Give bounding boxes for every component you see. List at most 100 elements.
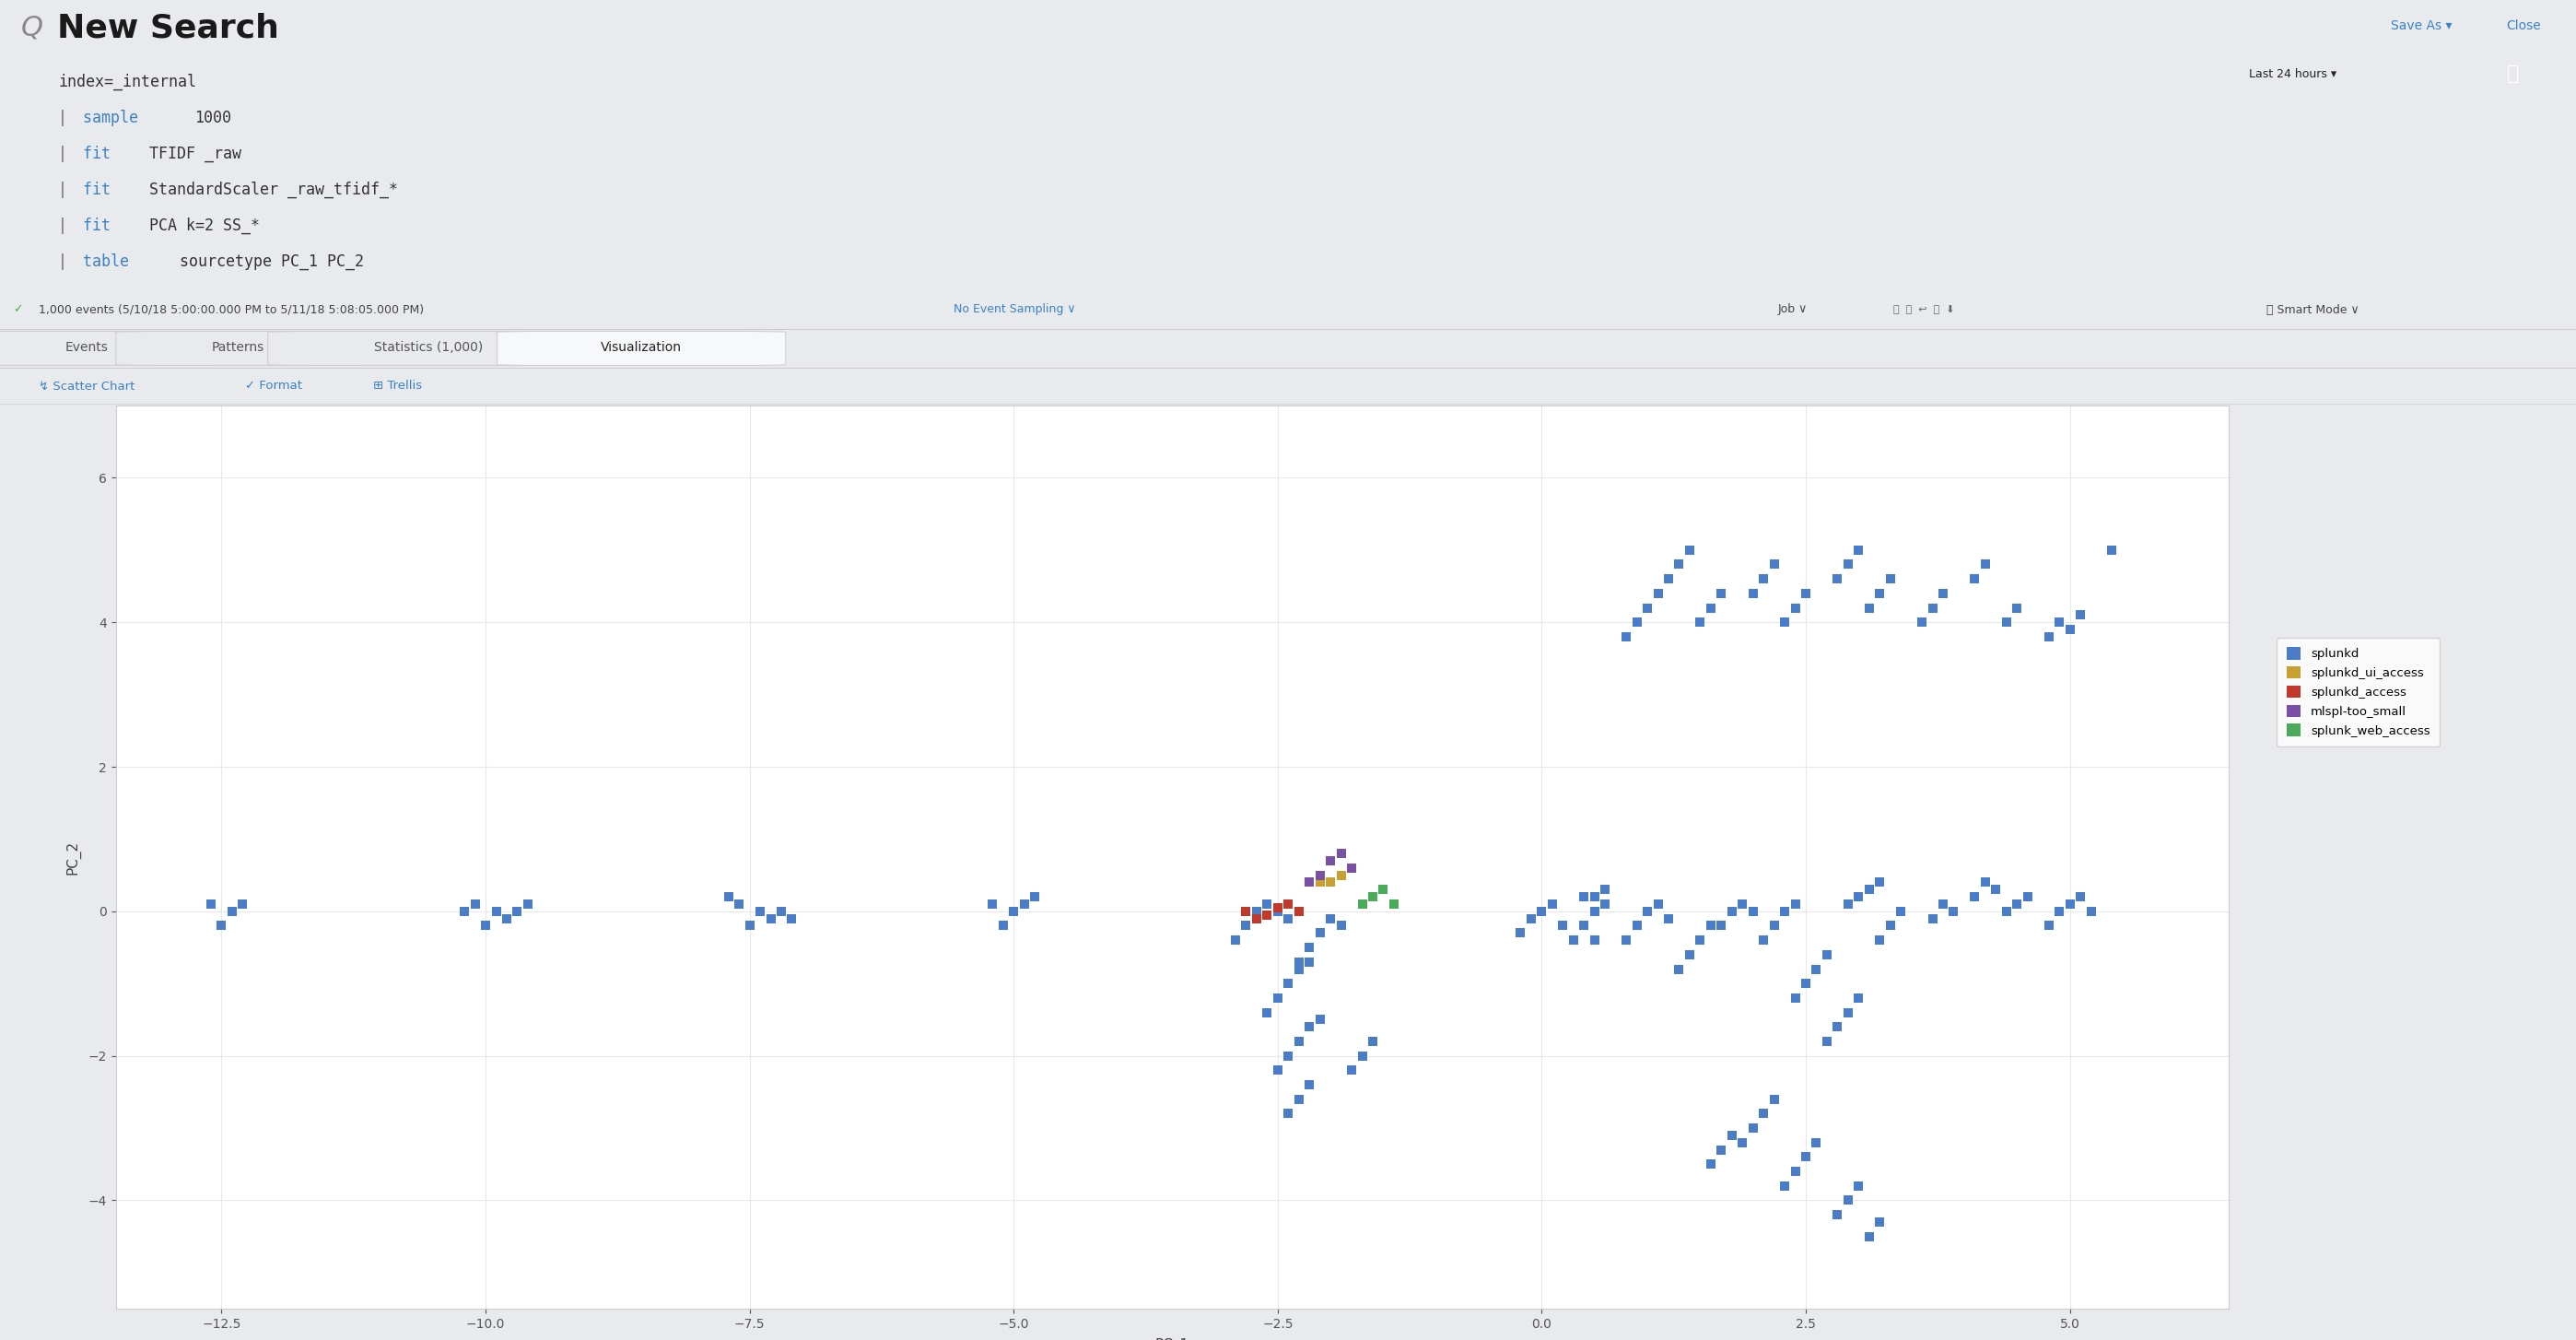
Point bbox=[1352, 886, 1394, 907]
FancyBboxPatch shape bbox=[116, 331, 361, 366]
Point bbox=[1321, 864, 1363, 886]
Point bbox=[1659, 958, 1700, 980]
Point bbox=[1680, 611, 1721, 632]
Text: Visualization: Visualization bbox=[600, 342, 683, 354]
Point bbox=[1731, 900, 1772, 922]
Point bbox=[1785, 1146, 1826, 1167]
Text: fit: fit bbox=[72, 146, 118, 162]
Point bbox=[1510, 907, 1551, 929]
Point bbox=[1700, 583, 1741, 604]
Point bbox=[1710, 1124, 1752, 1146]
Point bbox=[1298, 871, 1340, 892]
Point bbox=[1837, 1175, 1878, 1197]
Point bbox=[1564, 915, 1605, 937]
Point bbox=[1247, 904, 1288, 926]
Point bbox=[1659, 553, 1700, 575]
Point bbox=[1499, 922, 1540, 943]
Point bbox=[1744, 930, 1785, 951]
Text: sourcetype PC_1 PC_2: sourcetype PC_1 PC_2 bbox=[180, 253, 363, 269]
Point bbox=[1278, 900, 1319, 922]
Legend: splunkd, splunkd_ui_access, splunkd_access, mlspl-too_small, splunk_web_access: splunkd, splunkd_ui_access, splunkd_acce… bbox=[2277, 638, 2439, 746]
Point bbox=[1605, 626, 1646, 647]
Point bbox=[1332, 1060, 1373, 1081]
Point bbox=[1911, 598, 1953, 619]
Point bbox=[729, 915, 770, 937]
Point bbox=[2007, 886, 2048, 907]
Point bbox=[1775, 894, 1816, 915]
Point bbox=[1976, 879, 2017, 900]
Point bbox=[1806, 1030, 1847, 1052]
Point bbox=[1870, 915, 1911, 937]
Point bbox=[760, 900, 801, 922]
Point bbox=[750, 907, 791, 929]
Point bbox=[1965, 553, 2007, 575]
Point bbox=[1785, 973, 1826, 994]
Text: table: table bbox=[72, 253, 139, 269]
Point bbox=[1880, 900, 1922, 922]
Point bbox=[1996, 598, 2038, 619]
Point bbox=[1649, 907, 1690, 929]
Point bbox=[1680, 930, 1721, 951]
Point bbox=[971, 894, 1012, 915]
Point bbox=[1267, 1103, 1309, 1124]
FancyBboxPatch shape bbox=[0, 331, 209, 366]
Point bbox=[1005, 894, 1046, 915]
Text: ⏸  ⏹  ↩  🖨  ⬇: ⏸ ⏹ ↩ 🖨 ⬇ bbox=[1893, 306, 1955, 315]
Point bbox=[1860, 583, 1901, 604]
Text: ✓ Format: ✓ Format bbox=[245, 381, 301, 393]
Point bbox=[994, 900, 1036, 922]
Point bbox=[1309, 907, 1350, 929]
Point bbox=[1267, 894, 1309, 915]
Point bbox=[2061, 886, 2102, 907]
Point bbox=[1826, 1002, 1868, 1024]
Point bbox=[1321, 915, 1363, 937]
Text: 💡 Smart Mode ∨: 💡 Smart Mode ∨ bbox=[2267, 304, 2360, 316]
Text: PCA k=2 SS_*: PCA k=2 SS_* bbox=[149, 217, 260, 234]
Point bbox=[1816, 1205, 1857, 1226]
Point bbox=[1850, 1226, 1891, 1248]
Point bbox=[1721, 1132, 1762, 1154]
Point bbox=[1731, 583, 1772, 604]
Point bbox=[1744, 1103, 1785, 1124]
Point bbox=[1986, 900, 2027, 922]
Point bbox=[1754, 915, 1795, 937]
Point bbox=[1216, 930, 1257, 951]
Text: No Event Sampling ∨: No Event Sampling ∨ bbox=[953, 304, 1074, 316]
Text: sample: sample bbox=[72, 110, 147, 126]
Point bbox=[466, 915, 507, 937]
Text: fit: fit bbox=[72, 217, 118, 234]
Point bbox=[1860, 930, 1901, 951]
Point bbox=[1288, 951, 1329, 973]
Text: 1000: 1000 bbox=[196, 110, 232, 126]
Text: Last 24 hours ▾: Last 24 hours ▾ bbox=[2249, 68, 2336, 79]
Point bbox=[1278, 1088, 1319, 1110]
Point bbox=[1816, 1016, 1857, 1037]
Point bbox=[191, 894, 232, 915]
Point bbox=[1226, 915, 1267, 937]
Point bbox=[1816, 568, 1857, 590]
FancyBboxPatch shape bbox=[497, 331, 786, 366]
Y-axis label: PC_2: PC_2 bbox=[64, 840, 80, 874]
Point bbox=[2071, 900, 2112, 922]
Text: Close: Close bbox=[2506, 19, 2543, 32]
Point bbox=[1649, 568, 1690, 590]
Point bbox=[1690, 915, 1731, 937]
Point bbox=[477, 900, 518, 922]
Text: Save As ▾: Save As ▾ bbox=[2391, 19, 2452, 32]
Point bbox=[1520, 900, 1561, 922]
Point bbox=[1638, 583, 1680, 604]
Point bbox=[1744, 568, 1785, 590]
Point bbox=[1700, 1139, 1741, 1160]
Point bbox=[1996, 894, 2038, 915]
Point bbox=[1700, 915, 1741, 937]
Point bbox=[1342, 1045, 1383, 1067]
Text: |: | bbox=[59, 217, 67, 234]
Point bbox=[1669, 943, 1710, 965]
Text: fit: fit bbox=[72, 181, 118, 198]
Point bbox=[1342, 894, 1383, 915]
Point bbox=[1278, 951, 1319, 973]
Point bbox=[1826, 553, 1868, 575]
Point bbox=[1922, 894, 1963, 915]
Text: 1,000 events (5/10/18 5:00:00.000 PM to 5/11/18 5:08:05.000 PM): 1,000 events (5/10/18 5:00:00.000 PM to … bbox=[39, 304, 425, 316]
Point bbox=[1860, 1211, 1901, 1233]
